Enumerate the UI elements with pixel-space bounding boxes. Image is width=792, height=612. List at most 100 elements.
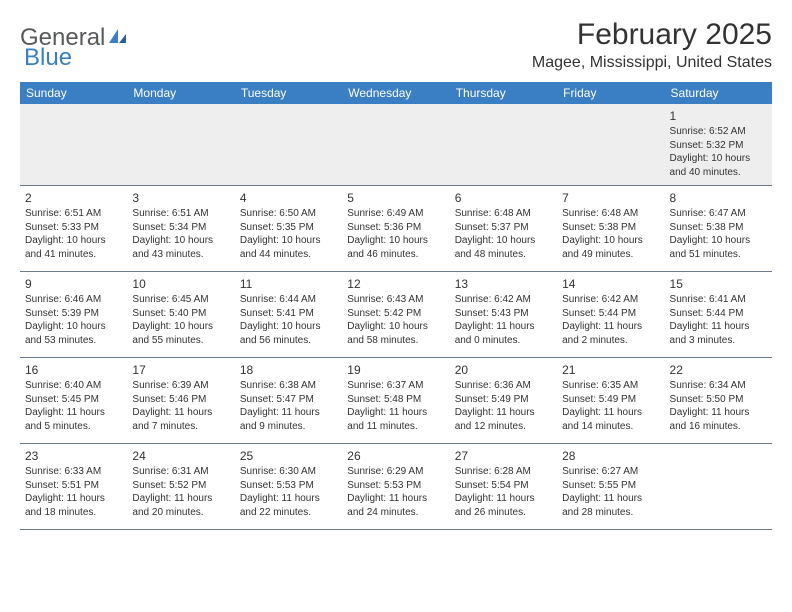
sunset-line: Sunset: 5:52 PM: [132, 479, 229, 493]
day-cell: 26Sunrise: 6:29 AMSunset: 5:53 PMDayligh…: [342, 444, 449, 529]
sunset-line: Sunset: 5:42 PM: [347, 307, 444, 321]
daylight-line: Daylight: 11 hours and 11 minutes.: [347, 406, 444, 433]
day-cell: 2Sunrise: 6:51 AMSunset: 5:33 PMDaylight…: [20, 186, 127, 271]
day-number: 19: [347, 362, 444, 378]
sunset-line: Sunset: 5:33 PM: [25, 221, 122, 235]
daylight-line: Daylight: 10 hours and 41 minutes.: [25, 234, 122, 261]
day-cell: 23Sunrise: 6:33 AMSunset: 5:51 PMDayligh…: [20, 444, 127, 529]
sunrise-line: Sunrise: 6:51 AM: [132, 207, 229, 221]
day-cell: [342, 104, 449, 185]
sunrise-line: Sunrise: 6:46 AM: [25, 293, 122, 307]
sunset-line: Sunset: 5:34 PM: [132, 221, 229, 235]
day-header: Friday: [557, 82, 664, 104]
day-number: 21: [562, 362, 659, 378]
day-cell: 7Sunrise: 6:48 AMSunset: 5:38 PMDaylight…: [557, 186, 664, 271]
day-header: Saturday: [665, 82, 772, 104]
sunset-line: Sunset: 5:36 PM: [347, 221, 444, 235]
day-cell: 9Sunrise: 6:46 AMSunset: 5:39 PMDaylight…: [20, 272, 127, 357]
sunset-line: Sunset: 5:51 PM: [25, 479, 122, 493]
day-number: 7: [562, 190, 659, 206]
header: General February 2025 Magee, Mississippi…: [20, 18, 772, 72]
daylight-line: Daylight: 11 hours and 14 minutes.: [562, 406, 659, 433]
day-cell: 12Sunrise: 6:43 AMSunset: 5:42 PMDayligh…: [342, 272, 449, 357]
day-number: 15: [670, 276, 767, 292]
day-header: Tuesday: [235, 82, 342, 104]
sunrise-line: Sunrise: 6:40 AM: [25, 379, 122, 393]
day-number: 25: [240, 448, 337, 464]
day-cell: 20Sunrise: 6:36 AMSunset: 5:49 PMDayligh…: [450, 358, 557, 443]
week-row: 16Sunrise: 6:40 AMSunset: 5:45 PMDayligh…: [20, 358, 772, 444]
day-number: 23: [25, 448, 122, 464]
sunrise-line: Sunrise: 6:29 AM: [347, 465, 444, 479]
daylight-line: Daylight: 10 hours and 40 minutes.: [670, 152, 767, 179]
day-cell: [450, 104, 557, 185]
sunset-line: Sunset: 5:53 PM: [240, 479, 337, 493]
calendar: SundayMondayTuesdayWednesdayThursdayFrid…: [20, 82, 772, 530]
sunrise-line: Sunrise: 6:41 AM: [670, 293, 767, 307]
day-cell: [235, 104, 342, 185]
daylight-line: Daylight: 11 hours and 0 minutes.: [455, 320, 552, 347]
month-title: February 2025: [532, 18, 772, 52]
day-header: Thursday: [450, 82, 557, 104]
day-cell: [127, 104, 234, 185]
day-number: 4: [240, 190, 337, 206]
sunrise-line: Sunrise: 6:27 AM: [562, 465, 659, 479]
daylight-line: Daylight: 10 hours and 44 minutes.: [240, 234, 337, 261]
daylight-line: Daylight: 10 hours and 48 minutes.: [455, 234, 552, 261]
daylight-line: Daylight: 11 hours and 28 minutes.: [562, 492, 659, 519]
daylight-line: Daylight: 11 hours and 20 minutes.: [132, 492, 229, 519]
day-cell: 16Sunrise: 6:40 AMSunset: 5:45 PMDayligh…: [20, 358, 127, 443]
day-number: 17: [132, 362, 229, 378]
day-number: 13: [455, 276, 552, 292]
sunset-line: Sunset: 5:45 PM: [25, 393, 122, 407]
day-number: 28: [562, 448, 659, 464]
daylight-line: Daylight: 11 hours and 22 minutes.: [240, 492, 337, 519]
week-row: 23Sunrise: 6:33 AMSunset: 5:51 PMDayligh…: [20, 444, 772, 530]
sunrise-line: Sunrise: 6:52 AM: [670, 125, 767, 139]
day-cell: 25Sunrise: 6:30 AMSunset: 5:53 PMDayligh…: [235, 444, 342, 529]
sunset-line: Sunset: 5:32 PM: [670, 139, 767, 153]
sunrise-line: Sunrise: 6:43 AM: [347, 293, 444, 307]
day-cell: 22Sunrise: 6:34 AMSunset: 5:50 PMDayligh…: [665, 358, 772, 443]
daylight-line: Daylight: 11 hours and 24 minutes.: [347, 492, 444, 519]
daylight-line: Daylight: 11 hours and 18 minutes.: [25, 492, 122, 519]
daylight-line: Daylight: 11 hours and 9 minutes.: [240, 406, 337, 433]
sunrise-line: Sunrise: 6:48 AM: [455, 207, 552, 221]
sunset-line: Sunset: 5:44 PM: [670, 307, 767, 321]
day-number: 22: [670, 362, 767, 378]
daylight-line: Daylight: 10 hours and 56 minutes.: [240, 320, 337, 347]
sunset-line: Sunset: 5:35 PM: [240, 221, 337, 235]
day-cell: 5Sunrise: 6:49 AMSunset: 5:36 PMDaylight…: [342, 186, 449, 271]
daylight-line: Daylight: 10 hours and 46 minutes.: [347, 234, 444, 261]
day-cell: [557, 104, 664, 185]
day-cell: 27Sunrise: 6:28 AMSunset: 5:54 PMDayligh…: [450, 444, 557, 529]
day-number: 8: [670, 190, 767, 206]
sunrise-line: Sunrise: 6:48 AM: [562, 207, 659, 221]
title-block: February 2025 Magee, Mississippi, United…: [532, 18, 772, 72]
day-cell: 18Sunrise: 6:38 AMSunset: 5:47 PMDayligh…: [235, 358, 342, 443]
daylight-line: Daylight: 11 hours and 12 minutes.: [455, 406, 552, 433]
sunset-line: Sunset: 5:50 PM: [670, 393, 767, 407]
sunrise-line: Sunrise: 6:51 AM: [25, 207, 122, 221]
day-number: 27: [455, 448, 552, 464]
sunset-line: Sunset: 5:40 PM: [132, 307, 229, 321]
day-cell: [20, 104, 127, 185]
sunrise-line: Sunrise: 6:50 AM: [240, 207, 337, 221]
sunrise-line: Sunrise: 6:30 AM: [240, 465, 337, 479]
daylight-line: Daylight: 10 hours and 58 minutes.: [347, 320, 444, 347]
day-cell: 6Sunrise: 6:48 AMSunset: 5:37 PMDaylight…: [450, 186, 557, 271]
day-cell: 15Sunrise: 6:41 AMSunset: 5:44 PMDayligh…: [665, 272, 772, 357]
day-number: 18: [240, 362, 337, 378]
sunset-line: Sunset: 5:43 PM: [455, 307, 552, 321]
sunrise-line: Sunrise: 6:36 AM: [455, 379, 552, 393]
day-number: 20: [455, 362, 552, 378]
day-cell: 3Sunrise: 6:51 AMSunset: 5:34 PMDaylight…: [127, 186, 234, 271]
sunrise-line: Sunrise: 6:49 AM: [347, 207, 444, 221]
day-number: 24: [132, 448, 229, 464]
day-number: 1: [670, 108, 767, 124]
sunrise-line: Sunrise: 6:28 AM: [455, 465, 552, 479]
logo-text-2: Blue: [24, 44, 72, 72]
day-header-row: SundayMondayTuesdayWednesdayThursdayFrid…: [20, 82, 772, 104]
daylight-line: Daylight: 11 hours and 5 minutes.: [25, 406, 122, 433]
weeks-container: 1Sunrise: 6:52 AMSunset: 5:32 PMDaylight…: [20, 104, 772, 530]
